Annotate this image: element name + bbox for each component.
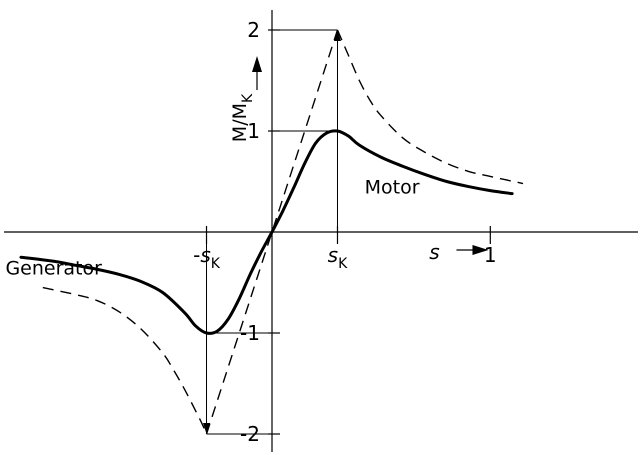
arrowhead-top [333, 30, 341, 41]
y-tick-label: -2 [240, 422, 260, 446]
y-tick-label: 2 [247, 18, 260, 42]
x-tick-label: sK [328, 243, 348, 272]
x-arrow-head [472, 245, 489, 255]
series-layer [19, 29, 524, 435]
y-axis-label-sub: K [240, 93, 256, 103]
x-axis-label: s [429, 240, 439, 264]
x-tick-main: s [200, 243, 210, 267]
tick-labels: 21-1-2-sK sK 1 [193, 18, 497, 446]
series-line-3 [336, 29, 524, 185]
series-line-1 [19, 129, 514, 335]
arrowhead-bottom [203, 423, 211, 434]
y-axis-label-main: M/M [229, 103, 251, 142]
y-arrow-head [252, 56, 262, 72]
x-tick-sub: K [338, 256, 348, 272]
x-tick-prefix: - [193, 243, 200, 267]
y-axis-label: M/MK [229, 93, 256, 142]
x-tick-label: -sK [193, 243, 221, 272]
axes [4, 10, 638, 452]
region-label-motor: Motor [365, 177, 420, 199]
y-tick-label: 1 [247, 119, 260, 143]
x-tick-sub: K [211, 256, 221, 272]
x-tick-main: s [328, 243, 338, 267]
region-label-generator: Generator [5, 257, 102, 279]
x-tick-main: 1 [484, 243, 497, 267]
x-tick-label: 1 [484, 243, 497, 267]
y-tick-label: -1 [240, 321, 260, 345]
